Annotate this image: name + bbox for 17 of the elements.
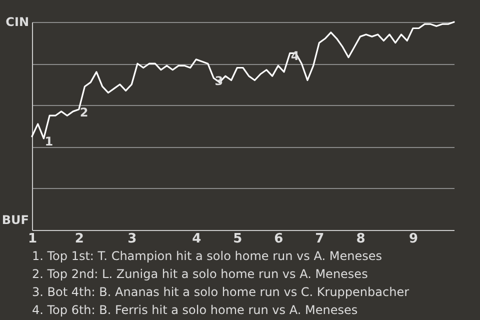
- annotation: 1: [44, 134, 54, 148]
- annotation: 2: [80, 105, 88, 120]
- x-tick-label: 9: [408, 232, 418, 246]
- text: 4. Top 6th: B. Ferris hit a solo home run vs A. Meneses: [32, 303, 358, 317]
- text: CIN: [6, 15, 29, 29]
- x-tick-label: 8: [356, 232, 366, 246]
- text: BUF: [2, 213, 29, 227]
- x-tick-label: 4: [192, 232, 202, 246]
- text: 2. Top 2nd: L. Zuniga hit a solo home run vs A. Meneses: [32, 267, 368, 281]
- text: 3. Bot 4th: B. Ananas hit a solo home run vs C. Kruppenbacher: [32, 285, 410, 299]
- x-tick-label: 3: [128, 232, 137, 246]
- text: 1. Top 1st: T. Champion hit a solo home run vs A. Meneses: [32, 249, 382, 263]
- x-tick-label: 6: [274, 232, 284, 246]
- x-tick-label: 7: [315, 232, 324, 246]
- x-tick-label: 2: [74, 232, 84, 246]
- x-tick-label: 5: [233, 232, 242, 246]
- x-tick-label: 1: [28, 232, 38, 246]
